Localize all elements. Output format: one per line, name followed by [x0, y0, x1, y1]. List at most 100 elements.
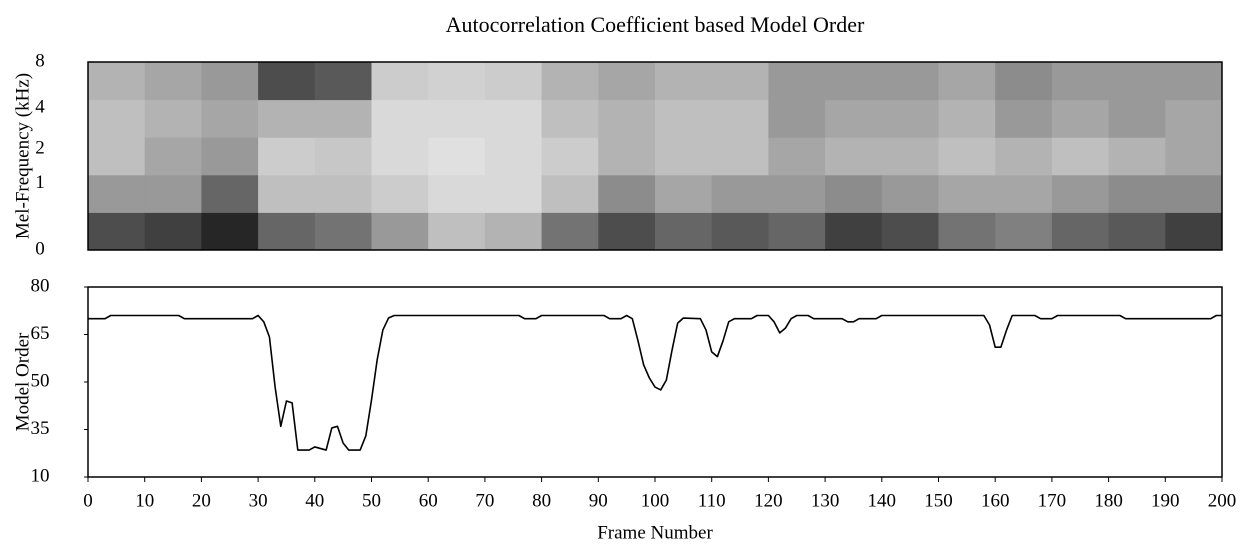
heat-cell	[258, 137, 316, 176]
heat-cell	[1108, 212, 1166, 251]
heat-cell	[825, 174, 883, 213]
y-tick-label: 0	[35, 238, 45, 259]
heat-cell	[258, 99, 316, 138]
x-tick-label: 140	[868, 490, 897, 511]
heat-cell	[995, 212, 1053, 251]
heat-cell	[938, 137, 996, 176]
heat-cell	[88, 62, 146, 101]
heat-cell	[768, 137, 826, 176]
series-line	[88, 314, 1222, 451]
heat-cell	[655, 99, 713, 138]
heat-cell	[1165, 212, 1223, 251]
heat-cell	[881, 174, 939, 213]
heat-cell	[88, 174, 146, 213]
heat-cell	[88, 137, 146, 176]
plot-frame	[87, 61, 1223, 251]
x-tick-label: 40	[305, 490, 324, 511]
y-tick-label: 2	[35, 138, 45, 159]
x-tick-label: 50	[362, 490, 381, 511]
y-axis-label: Mel-Frequency (kHz)	[12, 73, 33, 239]
heat-cell	[1165, 62, 1223, 101]
x-axis-label: Frame Number	[597, 522, 713, 543]
heat-cell	[371, 137, 429, 176]
heat-cell	[1165, 174, 1223, 213]
heat-cell	[371, 174, 429, 213]
x-tick-label: 20	[192, 490, 211, 511]
heat-cell	[484, 62, 543, 101]
heat-cell	[428, 174, 486, 213]
heat-cell	[541, 62, 599, 101]
heat-cell	[314, 174, 372, 213]
heat-cell	[711, 99, 769, 138]
x-tick-label: 90	[589, 490, 608, 511]
heat-cell	[1165, 99, 1223, 138]
heat-cell	[484, 174, 543, 213]
y-tick-label: 4	[35, 96, 45, 117]
heat-cell	[768, 99, 826, 138]
y-tick-label: 10	[31, 465, 50, 486]
heat-cell	[995, 174, 1053, 213]
heat-cell	[541, 212, 599, 251]
heat-cell	[598, 99, 656, 138]
x-tick-label: 120	[754, 490, 783, 511]
heat-cell	[1165, 137, 1223, 176]
heat-cell	[768, 212, 826, 251]
heat-cell	[1051, 212, 1110, 251]
y-tick-label: 8	[35, 50, 45, 71]
chart-title: Autocorrelation Coefficient based Model …	[446, 12, 865, 37]
heat-cell	[541, 137, 599, 176]
heat-cell	[314, 137, 372, 176]
heat-cell	[541, 99, 599, 138]
heat-cell	[655, 62, 713, 101]
heat-cell	[1051, 174, 1110, 213]
heat-cell	[314, 99, 372, 138]
heat-cell	[144, 137, 202, 176]
heat-cell	[598, 212, 656, 251]
heat-cell	[88, 99, 146, 138]
heat-cell	[938, 212, 996, 251]
heat-cell	[258, 62, 316, 101]
x-tick-label: 10	[135, 490, 154, 511]
heat-cell	[938, 99, 996, 138]
heat-cell	[1108, 174, 1166, 213]
heat-cell	[1051, 137, 1110, 176]
x-tick-label: 180	[1094, 490, 1123, 511]
heat-cell	[598, 62, 656, 101]
heat-cell	[371, 99, 429, 138]
heat-cell	[598, 174, 656, 213]
x-tick-label: 200	[1208, 490, 1237, 511]
heat-cell	[825, 62, 883, 101]
heat-cell	[314, 212, 372, 251]
x-tick-label: 0	[83, 490, 93, 511]
heat-cell	[825, 137, 883, 176]
heat-cell	[144, 174, 202, 213]
spectrogram-panel: 0 1 2 4 8	[35, 50, 1223, 259]
heat-cell	[484, 99, 543, 138]
y-tick-label: 1	[35, 172, 45, 193]
heat-cell	[881, 62, 939, 101]
x-tick-label: 170	[1038, 490, 1067, 511]
heat-cell	[1051, 62, 1110, 101]
heat-cell	[201, 212, 259, 251]
x-tick-label: 80	[532, 490, 551, 511]
heat-cell	[711, 62, 769, 101]
heat-cell	[258, 212, 316, 251]
heat-cell	[428, 212, 486, 251]
heat-cell	[201, 174, 259, 213]
x-tick-label: 150	[924, 490, 953, 511]
heat-cell	[995, 62, 1053, 101]
heat-cell	[541, 174, 599, 213]
heat-cell	[825, 99, 883, 138]
x-tick-label: 30	[249, 490, 268, 511]
x-tick-label: 160	[981, 490, 1010, 511]
heat-cell	[371, 212, 429, 251]
heat-cell	[1108, 99, 1166, 138]
heat-cell	[201, 137, 259, 176]
heat-cell	[768, 62, 826, 101]
heat-cell	[201, 62, 259, 101]
heat-cell	[655, 174, 713, 213]
heat-cell	[881, 212, 939, 251]
heat-cell	[768, 174, 826, 213]
x-tick-label: 100	[641, 490, 670, 511]
